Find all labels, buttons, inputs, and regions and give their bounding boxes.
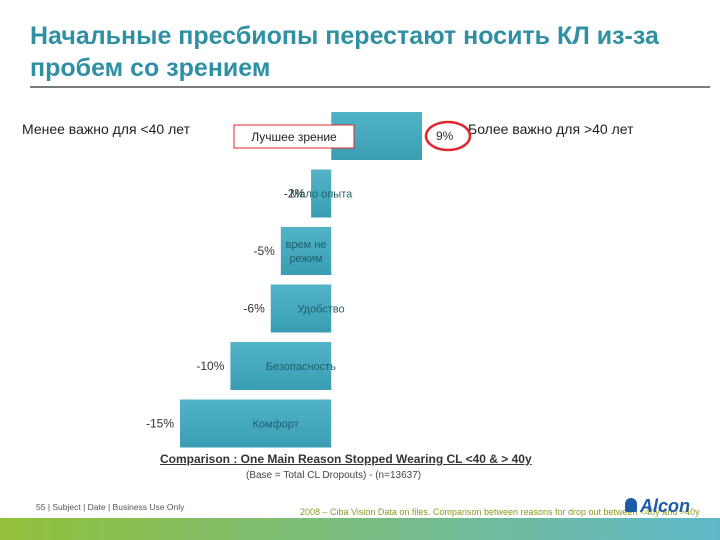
value-label: -2%: [284, 187, 306, 201]
slide-title: Начальные пресбиопы перестают носить КЛ …: [30, 22, 659, 82]
value-label: -10%: [196, 359, 224, 373]
alcon-logo: Alcon: [640, 496, 691, 516]
bar-3: [280, 227, 332, 275]
category-label: Комфорт: [253, 419, 299, 431]
chart-title: Comparison : One Main Reason Stopped Wea…: [160, 452, 532, 466]
highlight-label-box: [233, 124, 355, 149]
value-label: -15%: [146, 417, 174, 431]
category-label: режим: [289, 253, 322, 265]
category-label: Удобство: [297, 304, 344, 316]
bar-2: [311, 169, 332, 218]
value-label: -5%: [253, 244, 275, 258]
bar-4: [270, 284, 332, 333]
bottom-gradient-bar: [0, 518, 720, 540]
category-label: врем не: [286, 239, 327, 251]
footer-page-info: 55 | Subject | Date | Business Use Only: [36, 502, 185, 512]
chart-subtitle: (Base = Total CL Dropouts) - (n=13637): [246, 470, 422, 481]
category-label: Мало опыта: [290, 189, 353, 201]
alcon-logo-icon: [625, 498, 637, 512]
category-label: Лучшее зрение: [251, 130, 337, 144]
bar-5: [230, 342, 332, 390]
left-side-label: Менее важно для <40 лет: [22, 121, 190, 137]
category-label: Безопасность: [266, 361, 336, 373]
title-divider: [30, 86, 710, 88]
highlight-circle: [424, 120, 472, 152]
right-side-label: Более важно для >40 лет: [468, 121, 634, 137]
source-note: 2008 – Ciba Vision Data on files. Compar…: [300, 507, 700, 517]
value-label: -6%: [243, 302, 265, 316]
value-label: 9%: [436, 129, 454, 143]
bar-6: [180, 399, 332, 448]
